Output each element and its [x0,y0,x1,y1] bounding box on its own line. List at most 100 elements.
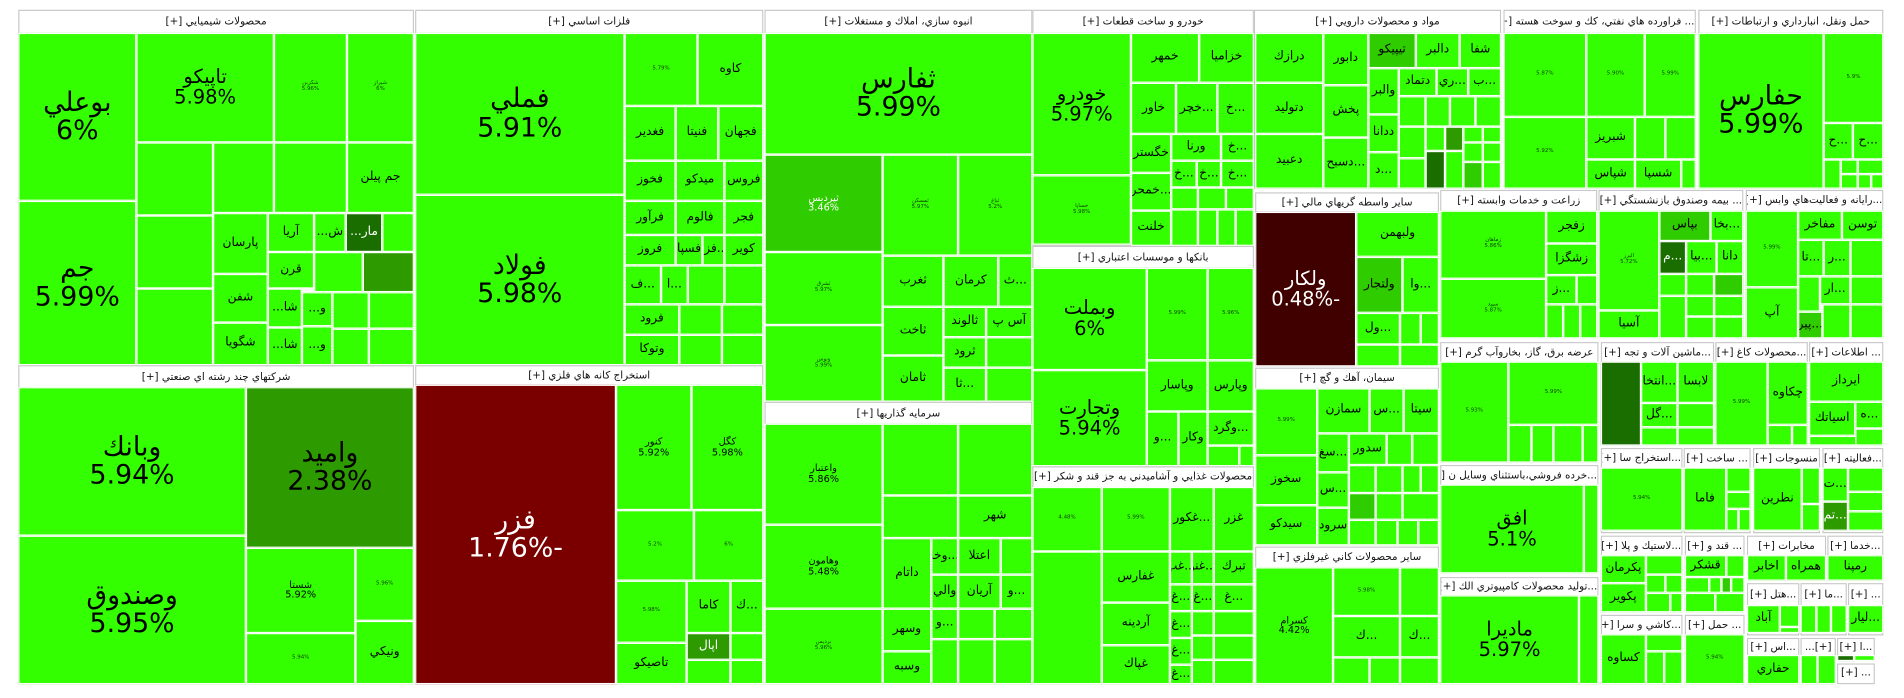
stock-tile-small[interactable] [686,659,731,685]
sector-header-expand[interactable]: ... اطلاعات [+] [1810,343,1883,363]
stock-tile[interactable]: ...د [1368,152,1399,189]
stock-tile[interactable]: شهر [958,495,1033,539]
stock-tile[interactable]: دعبيد [1255,133,1324,189]
stock-tile-small[interactable] [1677,402,1715,428]
stock-tile-small[interactable] [1213,611,1254,636]
stock-tile-small[interactable] [1645,574,1666,593]
stock-tile-small[interactable] [1582,424,1599,463]
stock-tile[interactable]: ...ح [1852,122,1884,160]
stock-tile[interactable]: ...غ [1169,584,1192,612]
stock-tile[interactable]: قشكر [1684,555,1727,578]
stock-tile[interactable]: غفارس [1101,551,1170,603]
stock-tile[interactable]: ثپرديس 3.46% [764,154,883,253]
stock-tile[interactable]: ...ه [1855,401,1884,429]
stock-tile[interactable]: آپ [1745,287,1799,339]
stock-tile-small[interactable] [1714,273,1744,296]
stock-tile[interactable]: ...خ [1217,82,1254,134]
stock-tile[interactable]: ...سغ [1317,433,1349,473]
stock-tile-small[interactable] [1714,295,1744,317]
stock-tile[interactable]: 5.98% [616,580,687,643]
stock-tile-small[interactable] [1767,424,1793,446]
stock-tile[interactable]: اسياتك [1809,401,1856,436]
stock-tile[interactable]: فزر -1.76% [415,384,617,685]
stock-tile[interactable]: 5.99% [1146,267,1208,361]
stock-tile[interactable]: 5.87% [1503,32,1587,117]
stock-tile-small[interactable] [1721,577,1732,593]
stock-tile-small[interactable] [1397,519,1419,546]
stock-tile-small[interactable] [362,252,414,293]
stock-tile[interactable]: تبرك [1213,551,1254,585]
stock-tile[interactable]: ...ليار [1848,605,1884,634]
stock-tile[interactable]: تيپيكو [1368,32,1416,69]
stock-tile-small[interactable] [1356,344,1401,367]
stock-tile[interactable]: ...و [931,608,959,640]
stock-tile[interactable]: 5.99% [1745,210,1799,288]
stock-tile-small[interactable] [1482,126,1502,143]
stock-tile-small[interactable] [332,292,369,329]
stock-tile[interactable]: شگويا [213,322,268,366]
stock-tile[interactable]: سرود [1317,507,1349,546]
stock-tile[interactable]: بوعلي 6% [18,32,137,201]
stock-tile[interactable]: ولكار -0.48% [1255,211,1357,367]
stock-tile-small[interactable] [1645,592,1671,613]
stock-tile[interactable]: ثشرق 5.97% [764,252,883,326]
stock-tile[interactable]: ...خچر [1176,82,1218,134]
stock-tile[interactable]: ...ك [1333,616,1401,658]
stock-tile-small[interactable] [136,142,214,216]
stock-tile-small[interactable] [958,639,995,685]
stock-tile-small[interactable] [1684,577,1710,593]
stock-tile-small[interactable] [1348,465,1376,494]
stock-tile-small[interactable] [1659,295,1687,339]
sector-header-expand[interactable]: ... حمل [+] [1686,616,1744,636]
stock-tile[interactable]: شپاس [1586,159,1635,189]
stock-tile[interactable]: پكوير [1600,583,1646,613]
stock-tile[interactable]: ...غكور [1169,486,1214,552]
stock-tile[interactable]: 6% [693,510,764,581]
stock-tile[interactable]: ...غ [1169,611,1192,638]
stock-tile[interactable]: ايرداز [1809,361,1884,402]
stock-tile-small[interactable] [1840,174,1858,189]
stock-tile[interactable]: ...وگرد [1207,411,1254,446]
stock-tile[interactable]: بپاس [1659,210,1711,242]
stock-tile[interactable]: سپيد 5.87% [1440,278,1547,339]
stock-tile-small[interactable] [1686,273,1715,296]
stock-tile-small[interactable] [314,252,363,293]
stock-tile[interactable]: 5.98% [1333,567,1401,617]
stock-tile-small[interactable] [958,608,995,640]
stock-tile-small[interactable] [1420,465,1439,494]
stock-tile[interactable]: برديس 5.96% [764,608,883,685]
sector-header-expand[interactable]: ...استخراج سا [+] [1602,449,1682,469]
sector-header-expand[interactable]: ...هتل [+] [1748,584,1799,607]
stock-tile-small[interactable] [1634,116,1666,160]
stock-tile-small[interactable] [1400,344,1439,367]
stock-tile[interactable]: ...ب [1468,68,1502,97]
sector-header-expand[interactable]: مخابرات [+] [1748,536,1825,557]
stock-tile-small[interactable] [958,423,1033,496]
sector-header-expand[interactable]: ...اس [+] [1748,639,1799,657]
stock-tile-small[interactable] [368,292,414,329]
stock-tile[interactable]: ماديرا 5.97% [1440,595,1579,685]
stock-tile-small[interactable] [994,639,1033,685]
stock-tile-small[interactable] [332,328,369,366]
stock-tile[interactable]: فجهان [718,105,764,161]
stock-tile-small[interactable] [1578,595,1599,685]
stock-tile[interactable]: فجر [724,200,764,235]
stock-tile-small[interactable] [1677,427,1715,446]
stock-tile[interactable]: جم 5.99% [18,200,137,366]
stock-tile-small[interactable] [1425,150,1446,189]
sector-header-expand[interactable]: ... قند و [+] [1686,536,1744,557]
stock-tile-small[interactable] [1386,433,1413,466]
sector-header-expand[interactable]: ساير محصولات كاني غيرفلزي [+] [1256,547,1438,569]
stock-tile[interactable]: ...غ [1191,584,1214,612]
stock-tile-small[interactable] [1553,424,1583,463]
stock-tile[interactable]: تاصيكو [616,642,687,685]
stock-tile[interactable]: شستا 5.92% [245,547,356,634]
stock-tile[interactable]: والي [931,574,959,609]
stock-tile[interactable]: پكرمان [1600,555,1646,584]
sector-header-expand[interactable]: فلزات اساسي [+] [416,10,763,35]
stock-tile[interactable]: دابور [1323,32,1369,86]
sector-header-expand[interactable]: سيمان، آهك و گچ [+] [1256,368,1438,390]
stock-tile-small[interactable] [1779,605,1800,627]
sector-header-expand[interactable]: استخراج كانه هاي فلزي [+] [416,366,763,386]
stock-tile[interactable]: حفاري [1746,654,1800,685]
